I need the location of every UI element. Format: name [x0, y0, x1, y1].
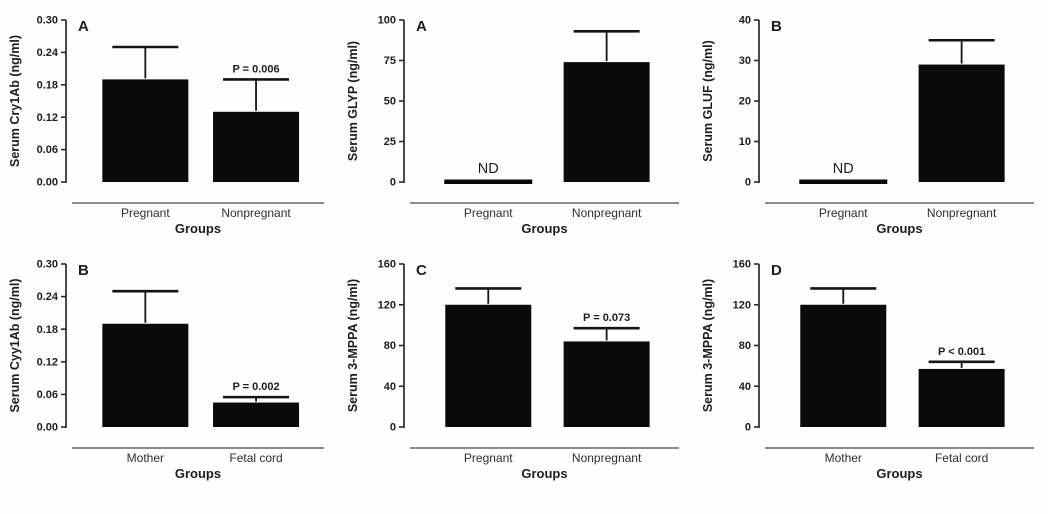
category-label: Nonpregnant — [572, 451, 642, 465]
y-tick-label: 0.12 — [37, 356, 58, 368]
category-label: Pregnant — [121, 206, 170, 220]
category-label: Fetal cord — [229, 451, 282, 465]
y-tick-label: 0 — [390, 422, 396, 434]
y-tick-label: 160 — [378, 259, 396, 271]
category-label: Pregnant — [819, 206, 868, 220]
category-label: Nonpregnant — [221, 206, 291, 220]
y-tick-label: 0 — [390, 177, 396, 189]
y-tick-label: 80 — [384, 340, 396, 352]
y-tick-label: 0.18 — [37, 324, 58, 336]
bar — [800, 304, 887, 427]
y-tick-label: 100 — [378, 15, 396, 27]
p-value-label: P < 0.001 — [938, 346, 985, 358]
x-axis-title: Groups — [175, 221, 221, 236]
chart-canvas: 0.00 0.06 0.12 0.18 0.24 0.30 Serum Cyy1Ab (ng… — [8, 259, 324, 481]
panel-label: C — [416, 262, 427, 279]
chart-canvas: 0 40 80 120 160 Serum 3-MPPA (ng/ml) C Pregnant… — [346, 259, 679, 481]
panel-label: A — [78, 18, 89, 35]
y-tick-label: 0.06 — [37, 389, 58, 401]
bar — [213, 111, 300, 182]
y-tick-label: 0.24 — [37, 47, 59, 59]
y-axis-title: Serum 3-MPPA (ng/ml) — [346, 279, 360, 412]
y-tick-label: 160 — [733, 259, 751, 271]
panel-label: B — [771, 18, 782, 35]
chart-canvas: 0.00 0.06 0.12 0.18 0.24 0.30 Serum Cry1Ab (ng… — [8, 15, 324, 236]
p-value-label: P = 0.006 — [232, 63, 279, 75]
nd-label: ND — [833, 161, 854, 177]
chart-serum-gluf-pregnant-vs-nonpregnant: 0 10 20 30 40 Serum GLUF (ng/ml) B ND Pregnant No… — [693, 0, 1048, 240]
bar — [213, 402, 300, 427]
chart-canvas: 0 25 50 75 100 Serum GLYP (ng/ml) A ND Pregnant N… — [346, 15, 679, 236]
panel-label: B — [78, 262, 89, 279]
y-tick-label: 75 — [384, 55, 396, 67]
y-tick-label: 120 — [378, 299, 396, 311]
y-axis-title: Serum GLUF (ng/ml) — [701, 40, 715, 162]
chart-canvas: 0 10 20 30 40 Serum GLUF (ng/ml) B ND Pregnant No… — [701, 15, 1034, 236]
bar — [102, 79, 189, 182]
y-tick-label: 0.24 — [37, 291, 59, 303]
y-tick-label: 20 — [739, 96, 751, 108]
bar — [445, 304, 532, 427]
y-tick-label: 10 — [739, 136, 751, 148]
y-tick-label: 0.00 — [37, 177, 58, 189]
chart-serum-cry1ab-pregnant-vs-nonpregnant: 0.00 0.06 0.12 0.18 0.24 0.30 Serum Cry1Ab (ng… — [0, 0, 338, 240]
y-tick-label: 0.00 — [37, 422, 58, 434]
y-tick-label: 25 — [384, 136, 396, 148]
nd-label: ND — [478, 161, 499, 177]
y-tick-label: 80 — [739, 340, 751, 352]
y-tick-label: 0.30 — [37, 15, 58, 27]
y-tick-label: 0.30 — [37, 259, 58, 271]
bar — [563, 62, 650, 183]
y-tick-label: 0.06 — [37, 144, 58, 156]
chart-canvas: 0 40 80 120 160 Serum 3-MPPA (ng/ml) D Mother Fe… — [701, 259, 1034, 481]
y-axis-title: Serum Cyy1Ab (ng/ml) — [8, 278, 22, 412]
p-value-label: P = 0.002 — [232, 381, 279, 393]
bar — [102, 323, 189, 427]
y-tick-label: 120 — [733, 299, 751, 311]
bar — [918, 64, 1005, 182]
y-tick-label: 40 — [739, 381, 751, 393]
x-axis-title: Groups — [521, 466, 567, 481]
category-label: Nonpregnant — [927, 206, 997, 220]
y-tick-label: 50 — [384, 96, 396, 108]
y-tick-label: 40 — [739, 15, 751, 27]
y-tick-label: 30 — [739, 55, 751, 67]
chart-serum-cyy1ab-mother-vs-fetal-cord: 0.00 0.06 0.12 0.18 0.24 0.30 Serum Cyy1Ab (ng… — [0, 240, 338, 514]
y-tick-label: 0.18 — [37, 79, 58, 91]
panel-label: D — [771, 262, 782, 279]
bar — [918, 368, 1005, 427]
chart-serum-glyp-pregnant-vs-nonpregnant: 0 25 50 75 100 Serum GLYP (ng/ml) A ND Pregnant N… — [338, 0, 693, 240]
x-axis-title: Groups — [175, 466, 221, 481]
y-axis-title: Serum GLYP (ng/ml) — [346, 41, 360, 161]
bar — [563, 341, 650, 427]
chart-serum-3mppa-mother-vs-fetal-cord: 0 40 80 120 160 Serum 3-MPPA (ng/ml) D Mother Fe… — [693, 240, 1048, 514]
y-tick-label: 0 — [745, 422, 751, 434]
x-axis-title: Groups — [876, 466, 922, 481]
category-label: Pregnant — [464, 206, 513, 220]
panel-label: A — [416, 18, 427, 35]
category-label: Mother — [825, 451, 862, 465]
p-value-label: P = 0.073 — [583, 312, 630, 324]
x-axis-title: Groups — [521, 221, 567, 236]
y-axis-title: Serum Cry1Ab (ng/ml) — [8, 35, 22, 167]
category-label: Fetal cord — [935, 451, 988, 465]
x-axis-title: Groups — [876, 221, 922, 236]
category-label: Pregnant — [464, 451, 513, 465]
nd-line — [799, 179, 888, 184]
chart-serum-3mppa-pregnant-vs-nonpregnant: 0 40 80 120 160 Serum 3-MPPA (ng/ml) C Pregnant… — [338, 240, 693, 514]
category-label: Mother — [127, 451, 164, 465]
y-tick-label: 40 — [384, 381, 396, 393]
y-tick-label: 0 — [745, 177, 751, 189]
category-label: Nonpregnant — [572, 206, 642, 220]
nd-line — [444, 179, 533, 184]
y-axis-title: Serum 3-MPPA (ng/ml) — [701, 279, 715, 412]
y-tick-label: 0.12 — [37, 112, 58, 124]
